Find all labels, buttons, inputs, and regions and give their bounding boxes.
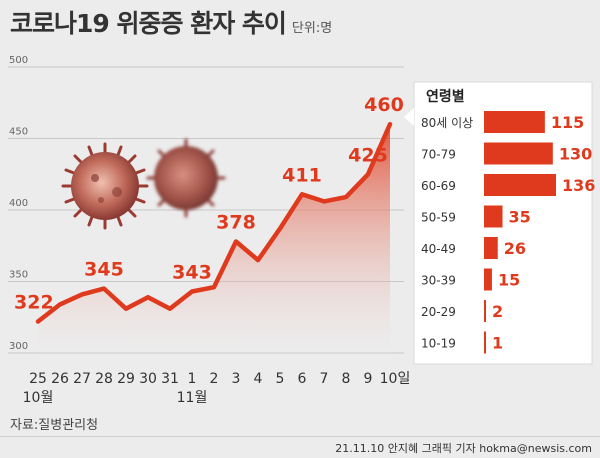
age-bar xyxy=(484,142,553,165)
trend-line xyxy=(35,121,393,324)
age-category-label: 30-39 xyxy=(421,274,456,288)
age-value-label: 115 xyxy=(551,113,584,132)
month-label: 11월 xyxy=(177,390,208,406)
age-value-label: 15 xyxy=(498,271,520,290)
x-tick-label: 2 xyxy=(210,371,219,387)
y-tick-label: 300 xyxy=(9,341,28,352)
age-category-label: 70-79 xyxy=(421,148,456,162)
x-tick-label: 31 xyxy=(161,371,179,387)
data-label: 345 xyxy=(84,259,124,281)
age-category-label: 80세 이상 xyxy=(421,116,473,130)
x-tick-label: 26 xyxy=(51,371,69,387)
title-row: 코로나19 위중증 환자 추이 단위:명 xyxy=(10,4,332,38)
x-tick-label: 28 xyxy=(95,371,113,387)
age-category-label: 20-29 xyxy=(421,305,456,319)
unit-label: 단위:명 xyxy=(291,21,333,36)
age-panel-pointer xyxy=(404,108,414,126)
y-tick-label: 500 xyxy=(9,55,28,66)
data-label: 378 xyxy=(216,211,256,233)
x-tick-label: 7 xyxy=(320,371,329,387)
x-tick-label: 3 xyxy=(232,371,241,387)
x-tick-label: 9 xyxy=(364,371,373,387)
y-tick-label: 400 xyxy=(9,198,28,209)
data-label: 411 xyxy=(282,164,322,186)
age-value-label: 35 xyxy=(509,208,531,227)
y-tick-label: 350 xyxy=(9,270,28,281)
x-tick-label: 29 xyxy=(117,371,135,387)
chart-title: 코로나19 위중증 환자 추이 xyxy=(10,9,287,38)
virus-illustration-icon xyxy=(61,142,149,230)
age-bar xyxy=(484,111,545,133)
age-bar xyxy=(484,205,503,228)
age-value-label: 136 xyxy=(562,176,595,195)
x-tick-label: 30 xyxy=(139,371,157,387)
age-bar xyxy=(484,268,492,291)
data-label: 425 xyxy=(348,144,388,166)
y-axis-ticks: 300 350 400 450 500 xyxy=(9,55,28,352)
age-value-label: 2 xyxy=(492,302,503,321)
age-category-label: 60-69 xyxy=(421,179,456,193)
age-value-label: 26 xyxy=(504,239,526,258)
month-labels: 10월 11월 xyxy=(23,390,208,406)
data-labels: 322 345 343 378 411 425 460 xyxy=(14,94,404,313)
age-bar xyxy=(484,174,556,196)
trend-area-fill xyxy=(38,124,390,353)
data-label: 460 xyxy=(364,94,404,116)
x-tick-label: 10일 xyxy=(380,371,411,387)
age-value-label: 130 xyxy=(559,145,592,164)
age-bar xyxy=(484,300,486,322)
age-category-label: 50-59 xyxy=(421,211,456,225)
month-label: 10월 xyxy=(23,390,54,406)
virus-illustration-blurred-icon xyxy=(146,138,226,218)
credit-line: 21.11.10 안지혜 그래픽 기자 hokma@newsis.com xyxy=(335,442,592,455)
age-panel-title: 연령별 xyxy=(426,88,465,105)
x-tick-label: 4 xyxy=(254,371,263,387)
data-label: 322 xyxy=(14,292,54,314)
source-note: 자료:질병관리청 xyxy=(10,418,99,433)
age-bar xyxy=(484,237,498,259)
y-tick-label: 450 xyxy=(9,127,28,138)
age-value-label: 1 xyxy=(492,334,503,353)
x-tick-label: 8 xyxy=(342,371,351,387)
x-tick-label: 25 xyxy=(29,371,47,387)
x-tick-label: 1 xyxy=(188,371,197,387)
x-tick-label: 5 xyxy=(276,371,285,387)
footer-divider xyxy=(0,436,600,437)
x-tick-label: 27 xyxy=(73,371,91,387)
age-category-label: 40-49 xyxy=(421,242,456,256)
data-label: 343 xyxy=(172,262,212,284)
age-category-label: 10-19 xyxy=(421,337,456,351)
age-bar xyxy=(484,331,486,354)
x-tick-label: 6 xyxy=(298,371,307,387)
x-axis-labels: 25 26 27 28 29 30 31 1 2 3 4 5 6 7 8 9 10일 xyxy=(29,371,410,387)
